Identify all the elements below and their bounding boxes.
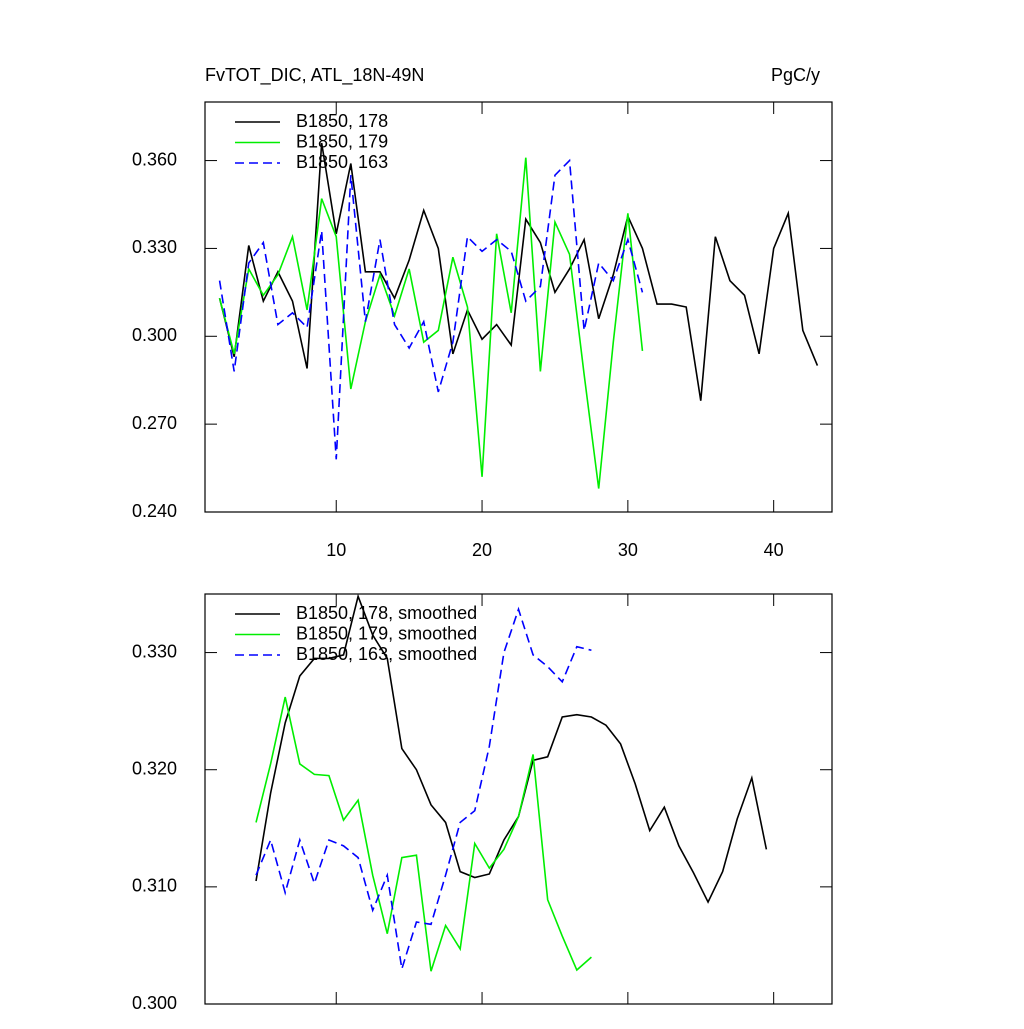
legend-label: B1850, 178, smoothed xyxy=(296,603,477,623)
legend-label: B1850, 163, smoothed xyxy=(296,644,477,664)
x-tick-label: 30 xyxy=(618,540,638,560)
y-tick-label: 0.300 xyxy=(132,993,177,1013)
y-tick-label: 0.320 xyxy=(132,758,177,778)
series-line xyxy=(255,606,592,970)
series-line xyxy=(218,142,819,401)
series-line xyxy=(218,157,644,489)
y-tick-label: 0.240 xyxy=(132,501,177,521)
y-tick-label: 0.270 xyxy=(132,413,177,433)
y-tick-label: 0.360 xyxy=(132,149,177,169)
legend-label: B1850, 163 xyxy=(296,152,388,172)
x-tick-label: 10 xyxy=(326,540,346,560)
legend-label: B1850, 179, smoothed xyxy=(296,623,477,643)
series-line xyxy=(255,593,768,904)
units-label: PgC/y xyxy=(771,65,820,85)
y-tick-label: 0.330 xyxy=(132,237,177,257)
series-line xyxy=(218,158,644,460)
x-tick-label: 40 xyxy=(764,540,784,560)
x-tick-label: 20 xyxy=(472,540,492,560)
y-tick-label: 0.300 xyxy=(132,325,177,345)
chart-title: FvTOT_DIC, ATL_18N-49N xyxy=(205,65,424,86)
plot-frame xyxy=(204,101,833,513)
y-tick-label: 0.310 xyxy=(132,876,177,896)
y-tick-label: 0.330 xyxy=(132,641,177,661)
plot-frame xyxy=(204,593,833,1005)
series-line xyxy=(255,696,592,972)
legend-label: B1850, 179 xyxy=(296,131,388,151)
legend-label: B1850, 178 xyxy=(296,111,388,131)
